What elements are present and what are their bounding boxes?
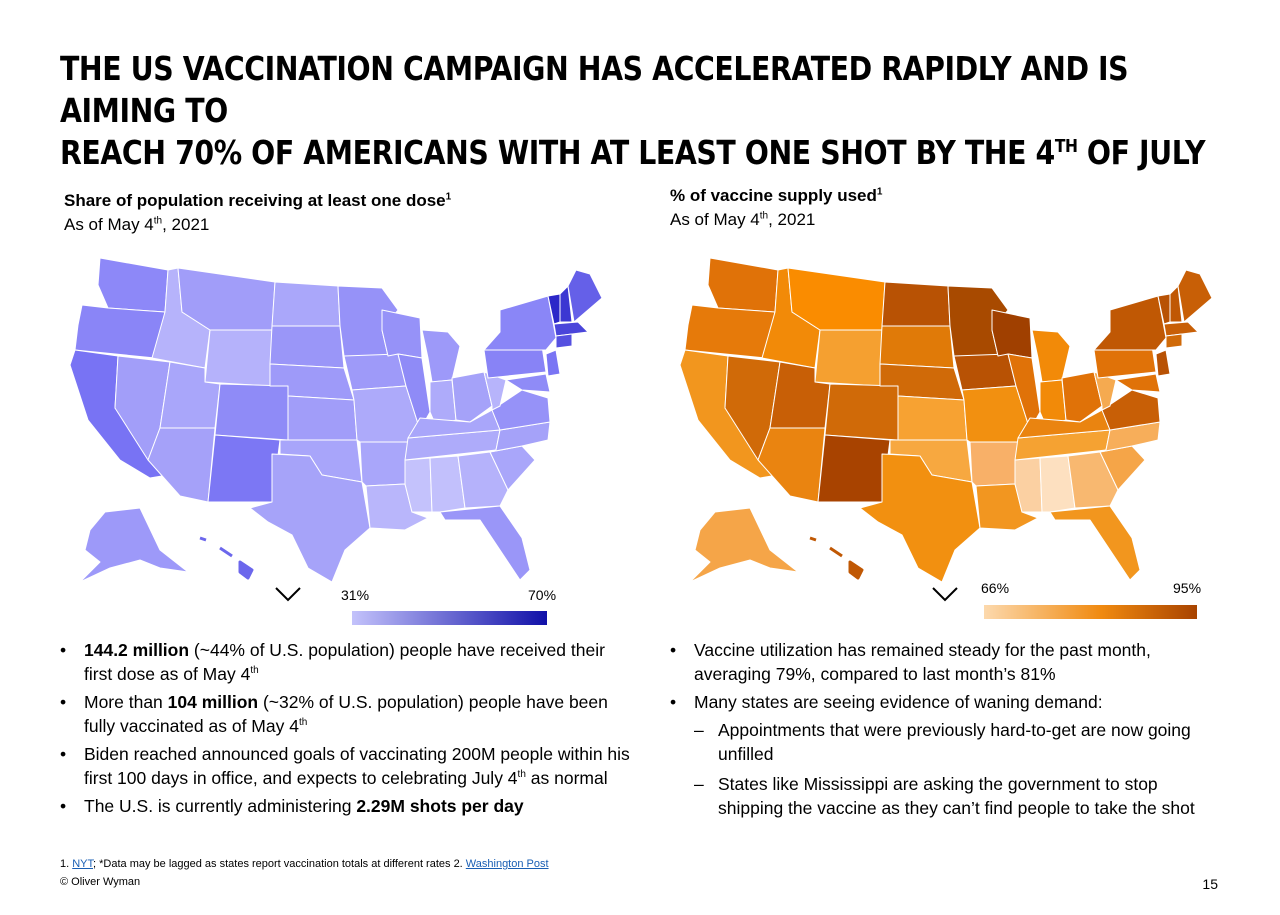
state-oh bbox=[1061, 371, 1103, 423]
us-map-supply-used bbox=[679, 257, 1213, 583]
state-nm bbox=[817, 434, 891, 503]
left-chart-header: Share of population receiving at least o… bbox=[64, 189, 451, 237]
state-wi bbox=[991, 309, 1033, 359]
list-item: 144.2 million (~44% of U.S. population) … bbox=[60, 638, 630, 686]
state-ny bbox=[1093, 295, 1167, 351]
state-wa bbox=[97, 257, 169, 313]
state-al bbox=[1039, 455, 1076, 513]
state-hi bbox=[199, 536, 254, 580]
chevron-down-icon[interactable] bbox=[931, 586, 959, 604]
state-ny bbox=[483, 295, 557, 351]
list-item: Biden reached announced goals of vaccina… bbox=[60, 742, 630, 790]
state-ks bbox=[897, 395, 968, 441]
copyright: © Oliver Wyman bbox=[60, 876, 141, 888]
state-ma bbox=[1163, 321, 1199, 337]
right-chart-title: % of vaccine supply used1 bbox=[670, 186, 883, 205]
list-item: Vaccine utilization has remained steady … bbox=[670, 638, 1220, 686]
state-sd bbox=[269, 325, 345, 369]
state-nj bbox=[1155, 349, 1171, 377]
right-chart-date: As of May 4th, 2021 bbox=[670, 210, 816, 229]
state-ar bbox=[359, 441, 411, 487]
right-chart-header: % of vaccine supply used1 As of May 4th,… bbox=[670, 184, 882, 232]
state-co bbox=[824, 383, 899, 441]
state-ct bbox=[555, 333, 573, 349]
title-line-2: REACH 70% OF AMERICANS WITH AT LEAST ONE… bbox=[60, 133, 1206, 172]
state-az bbox=[757, 427, 826, 503]
state-ak bbox=[689, 507, 799, 583]
title-line-1: THE US VACCINATION CAMPAIGN HAS ACCELERA… bbox=[60, 49, 1129, 130]
left-legend-max: 70% bbox=[528, 587, 557, 603]
state-ga bbox=[457, 451, 509, 509]
state-md bbox=[1115, 373, 1161, 393]
list-item: More than 104 million (~32% of U.S. popu… bbox=[60, 690, 630, 738]
washington-post-link[interactable]: Washington Post bbox=[465, 858, 549, 870]
state-hi bbox=[809, 536, 864, 580]
right-legend-gradient bbox=[984, 605, 1197, 619]
right-legend-min: 66% bbox=[981, 580, 1010, 596]
state-pa bbox=[483, 345, 547, 379]
state-or bbox=[74, 304, 166, 359]
state-al bbox=[429, 455, 466, 513]
state-mi bbox=[421, 329, 461, 383]
list-item: The U.S. is currently administering 2.29… bbox=[60, 794, 630, 818]
state-ks bbox=[287, 395, 358, 441]
state-ia bbox=[953, 353, 1017, 391]
state-nd bbox=[271, 281, 341, 327]
state-pa bbox=[1093, 345, 1157, 379]
us-map-dose-share bbox=[69, 257, 603, 583]
state-ar bbox=[969, 441, 1021, 487]
state-nj bbox=[545, 349, 561, 377]
state-nm bbox=[207, 434, 281, 503]
state-co bbox=[214, 383, 289, 441]
list-item: Appointments that were previously hard-t… bbox=[694, 718, 1220, 766]
state-va bbox=[1101, 389, 1161, 431]
nyt-link[interactable]: NYT bbox=[72, 858, 94, 870]
state-wy bbox=[814, 329, 883, 387]
state-ia bbox=[343, 353, 407, 391]
state-fl bbox=[439, 505, 531, 581]
state-mi bbox=[1031, 329, 1071, 383]
state-me bbox=[1177, 269, 1213, 323]
state-ga bbox=[1067, 451, 1119, 509]
slide-title: THE US VACCINATION CAMPAIGN HAS ACCELERA… bbox=[60, 48, 1221, 174]
state-ms bbox=[1014, 457, 1043, 513]
state-ct bbox=[1165, 333, 1183, 349]
left-legend-gradient bbox=[352, 611, 547, 625]
state-wa bbox=[707, 257, 779, 313]
state-fl bbox=[1049, 505, 1141, 581]
right-legend-max: 95% bbox=[1173, 580, 1202, 596]
state-ms bbox=[404, 457, 433, 513]
state-nd bbox=[881, 281, 951, 327]
page-number: 15 bbox=[1202, 876, 1218, 892]
left-chart-date: As of May 4th, 2021 bbox=[64, 215, 210, 234]
chevron-down-icon[interactable] bbox=[274, 586, 302, 604]
state-tx bbox=[249, 453, 371, 583]
left-legend-min: 31% bbox=[341, 587, 370, 603]
state-wy bbox=[204, 329, 273, 387]
state-wv bbox=[1093, 371, 1117, 411]
list-item: Many states are seeing evidence of wanin… bbox=[670, 690, 1220, 820]
left-chart-title: Share of population receiving at least o… bbox=[64, 191, 452, 210]
state-wi bbox=[381, 309, 423, 359]
state-va bbox=[491, 389, 551, 431]
state-oh bbox=[451, 371, 493, 423]
state-tx bbox=[859, 453, 981, 583]
state-wv bbox=[483, 371, 507, 411]
footnote: 1. NYT; *Data may be lagged as states re… bbox=[60, 858, 549, 870]
right-bullet-list: Vaccine utilization has remained steady … bbox=[670, 638, 1220, 826]
left-bullet-list: 144.2 million (~44% of U.S. population) … bbox=[60, 638, 630, 822]
state-az bbox=[147, 427, 216, 503]
list-item: States like Mississippi are asking the g… bbox=[694, 772, 1220, 820]
state-ak bbox=[79, 507, 189, 583]
state-or bbox=[684, 304, 776, 359]
state-sd bbox=[879, 325, 955, 369]
sub-bullet-list: Appointments that were previously hard-t… bbox=[694, 718, 1220, 820]
state-md bbox=[505, 373, 551, 393]
state-ma bbox=[553, 321, 589, 337]
state-me bbox=[567, 269, 603, 323]
